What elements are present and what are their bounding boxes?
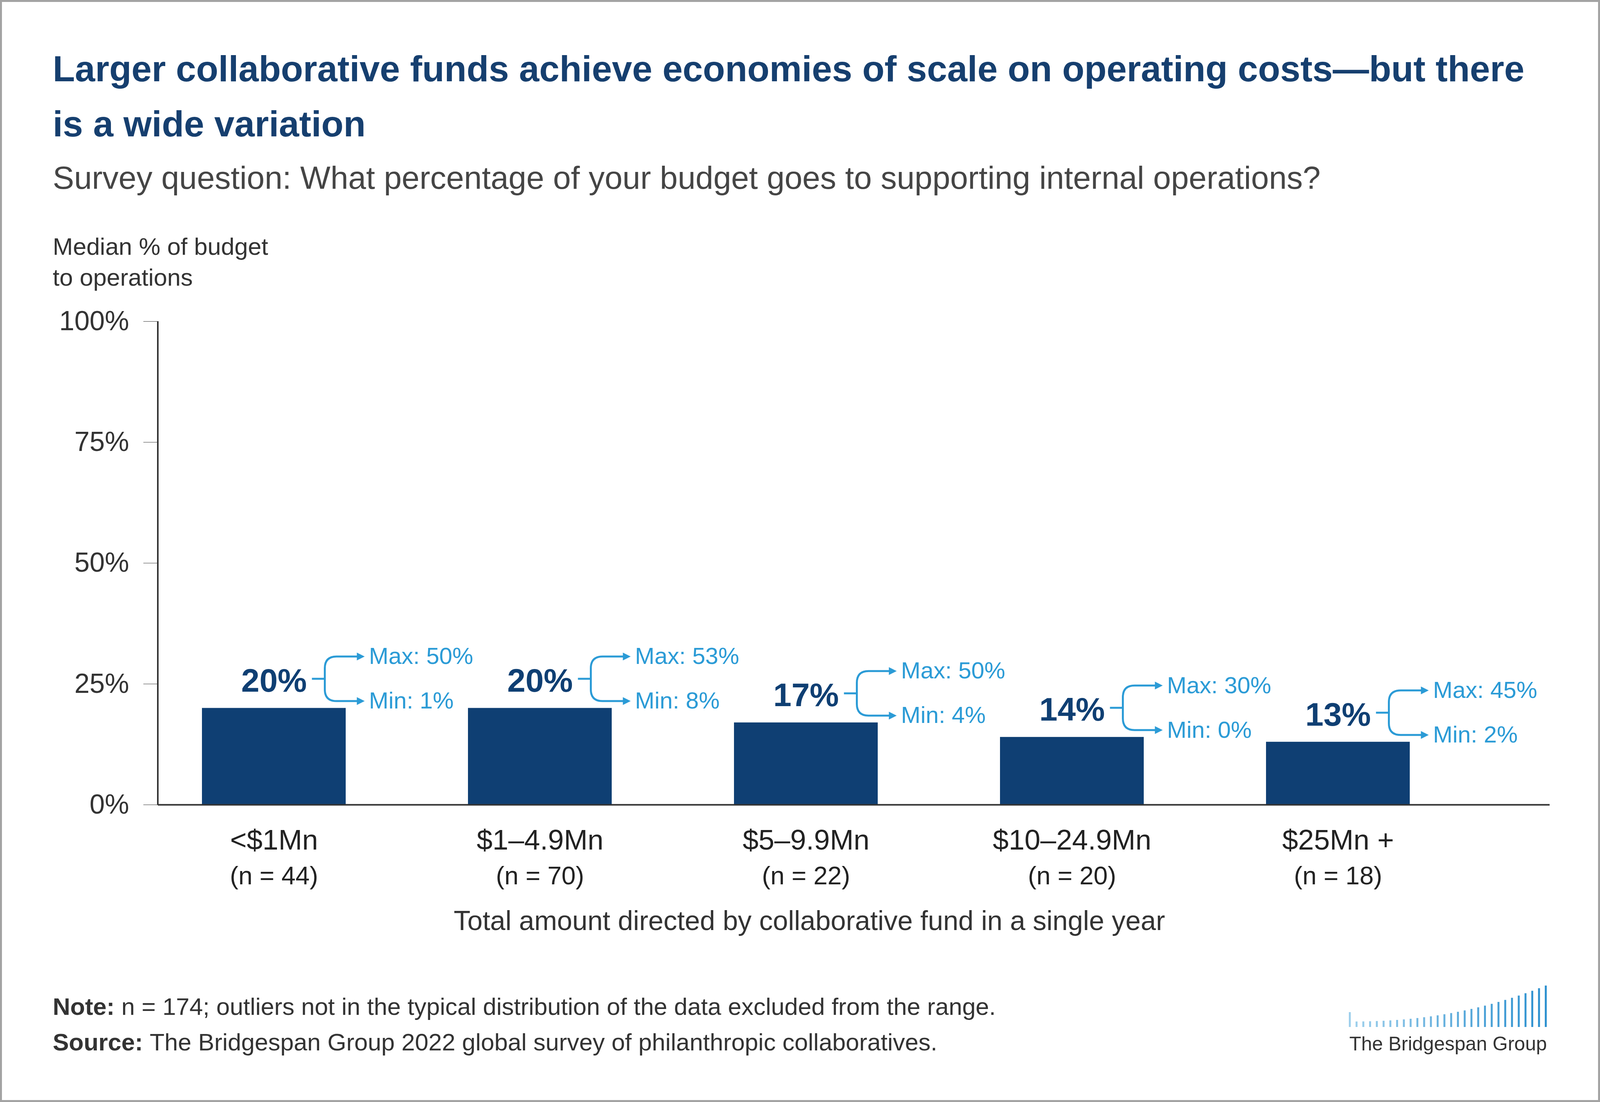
- svg-text:100%: 100%: [58, 305, 129, 336]
- svg-text:$10–24.9Mn: $10–24.9Mn: [992, 823, 1152, 856]
- svg-text:<$1Mn: <$1Mn: [230, 823, 318, 856]
- svg-text:75%: 75%: [74, 426, 129, 457]
- html-text:Median % of budget to operatio: Median % of budget to operations: [52, 232, 269, 291]
- svg-text:$5–9.9Mn: $5–9.9Mn: [742, 823, 870, 856]
- svg-text:(n = 70): (n = 70): [496, 860, 585, 890]
- svg-text:13%: 13%: [1305, 695, 1371, 733]
- svg-text:Min: 4%: Min: 4%: [901, 701, 986, 728]
- svg-text:(n = 20): (n = 20): [1028, 860, 1117, 890]
- svg-text:Min: 2%: Min: 2%: [1433, 721, 1518, 748]
- svg-text:(n = 44): (n = 44): [230, 860, 319, 890]
- html-text:Larger collaborative funds ach: Larger collaborative funds achieve econo…: [52, 48, 1525, 145]
- svg-text:Max: 50%: Max: 50%: [369, 642, 474, 669]
- svg-text:$25Mn +: $25Mn +: [1282, 823, 1394, 856]
- svg-text:Min: 0%: Min: 0%: [1167, 716, 1252, 743]
- svg-text:20%: 20%: [507, 661, 573, 699]
- svg-text:Min: 8%: Min: 8%: [635, 687, 720, 714]
- svg-text:$1–4.9Mn: $1–4.9Mn: [476, 823, 604, 856]
- html-text:Survey question: What percenta: Survey question: What percentage of your…: [52, 159, 1321, 196]
- svg-text:0%: 0%: [89, 788, 129, 820]
- svg-text:The Bridgespan Group: The Bridgespan Group: [1349, 1032, 1547, 1055]
- svg-text:Max: 53%: Max: 53%: [635, 642, 740, 669]
- svg-text:14%: 14%: [1039, 690, 1105, 728]
- svg-text:Max: 45%: Max: 45%: [1433, 676, 1538, 703]
- svg-text:17%: 17%: [773, 676, 839, 713]
- html-text:Total amount directed by colla: Total amount directed by collaborative f…: [453, 905, 1166, 936]
- html-text:Source: The Bridgespan Group 2: Source: The Bridgespan Group 2022 global…: [52, 1028, 938, 1056]
- svg-text:Max: 30%: Max: 30%: [1167, 671, 1272, 699]
- svg-text:25%: 25%: [74, 667, 129, 699]
- svg-text:Max: 50%: Max: 50%: [901, 657, 1006, 684]
- svg-text:(n = 22): (n = 22): [762, 860, 851, 890]
- svg-text:20%: 20%: [241, 661, 307, 699]
- html-text:Note: n = 174; outliers not in: Note: n = 174; outliers not in the typic…: [52, 992, 996, 1020]
- svg-text:Min: 1%: Min: 1%: [369, 687, 454, 714]
- svg-text:50%: 50%: [74, 546, 129, 578]
- svg-text:(n = 18): (n = 18): [1294, 860, 1383, 890]
